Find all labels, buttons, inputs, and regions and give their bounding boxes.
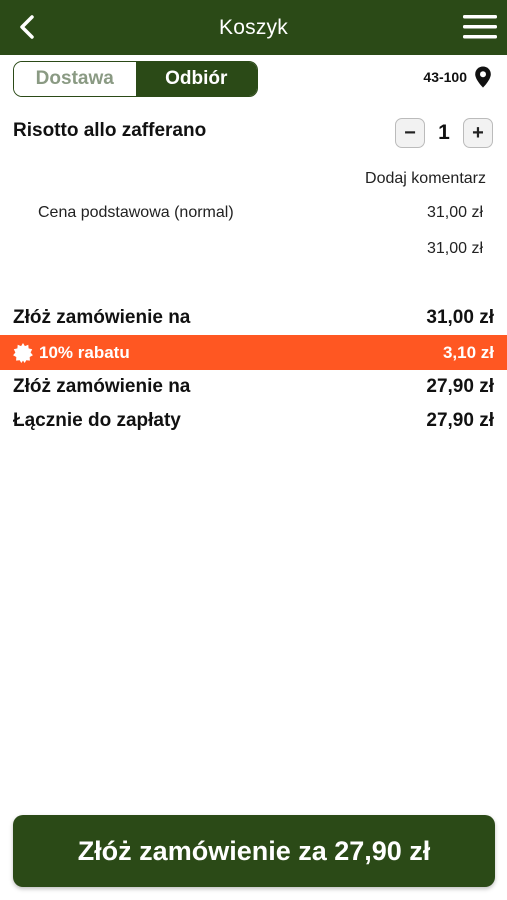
item-total-row: 31,00 zł xyxy=(0,240,507,258)
total-label: Łącznie do zapłaty xyxy=(13,410,181,431)
quantity-value: 1 xyxy=(438,121,450,144)
discount-label: 10% rabatu xyxy=(39,342,130,362)
base-price-row: Cena podstawowa (normal) 31,00 zł xyxy=(0,204,507,222)
delivery-mode-toggle: Dostawa Odbiór xyxy=(13,61,258,97)
chevron-left-icon[interactable] xyxy=(14,13,42,41)
place-order-button[interactable]: Złóż zamówienie za 27,90 zł xyxy=(13,815,495,887)
total-value: 27,90 zł xyxy=(426,410,494,431)
discount-value: 3,10 zł xyxy=(442,342,494,362)
order-subtotal-value: 31,00 zł xyxy=(426,307,494,328)
order-subtotal-label: Złóż zamówienie na xyxy=(13,307,191,328)
order-after-discount-row: Złóż zamówienie na 27,90 zł xyxy=(0,376,507,398)
cart-item-name: Risotto allo zafferano xyxy=(13,120,207,141)
postal-code: 43-100 xyxy=(423,69,467,85)
toggle-option-delivery[interactable]: Dostawa xyxy=(14,62,136,96)
order-after-discount-value: 27,90 zł xyxy=(426,376,494,397)
base-price-label: Cena podstawowa (normal) xyxy=(38,204,234,221)
order-after-discount-label: Złóż zamówienie na xyxy=(13,376,191,397)
location-selector[interactable]: 43-100 xyxy=(423,66,492,88)
location-pin-icon xyxy=(475,66,491,88)
add-comment-link[interactable]: Dodaj komentarz xyxy=(365,170,486,187)
item-total-value: 31,00 zł xyxy=(426,240,483,257)
decrease-quantity-button[interactable]: − xyxy=(395,118,425,148)
base-price-value: 31,00 zł xyxy=(426,204,483,221)
hamburger-menu-icon[interactable] xyxy=(463,14,497,40)
badge-icon xyxy=(13,342,33,363)
order-subtotal-row: Złóż zamówienie na 31,00 zł xyxy=(0,307,507,329)
discount-row: 10% rabatu 3,10 zł xyxy=(0,335,507,370)
increase-quantity-button[interactable]: + xyxy=(463,118,493,148)
app-header: Koszyk xyxy=(0,0,507,55)
toggle-option-pickup[interactable]: Odbiór xyxy=(135,62,257,96)
total-row: Łącznie do zapłaty 27,90 zł xyxy=(0,410,507,432)
quantity-stepper: − 1 + xyxy=(395,118,493,148)
page-title: Koszyk xyxy=(219,15,288,39)
